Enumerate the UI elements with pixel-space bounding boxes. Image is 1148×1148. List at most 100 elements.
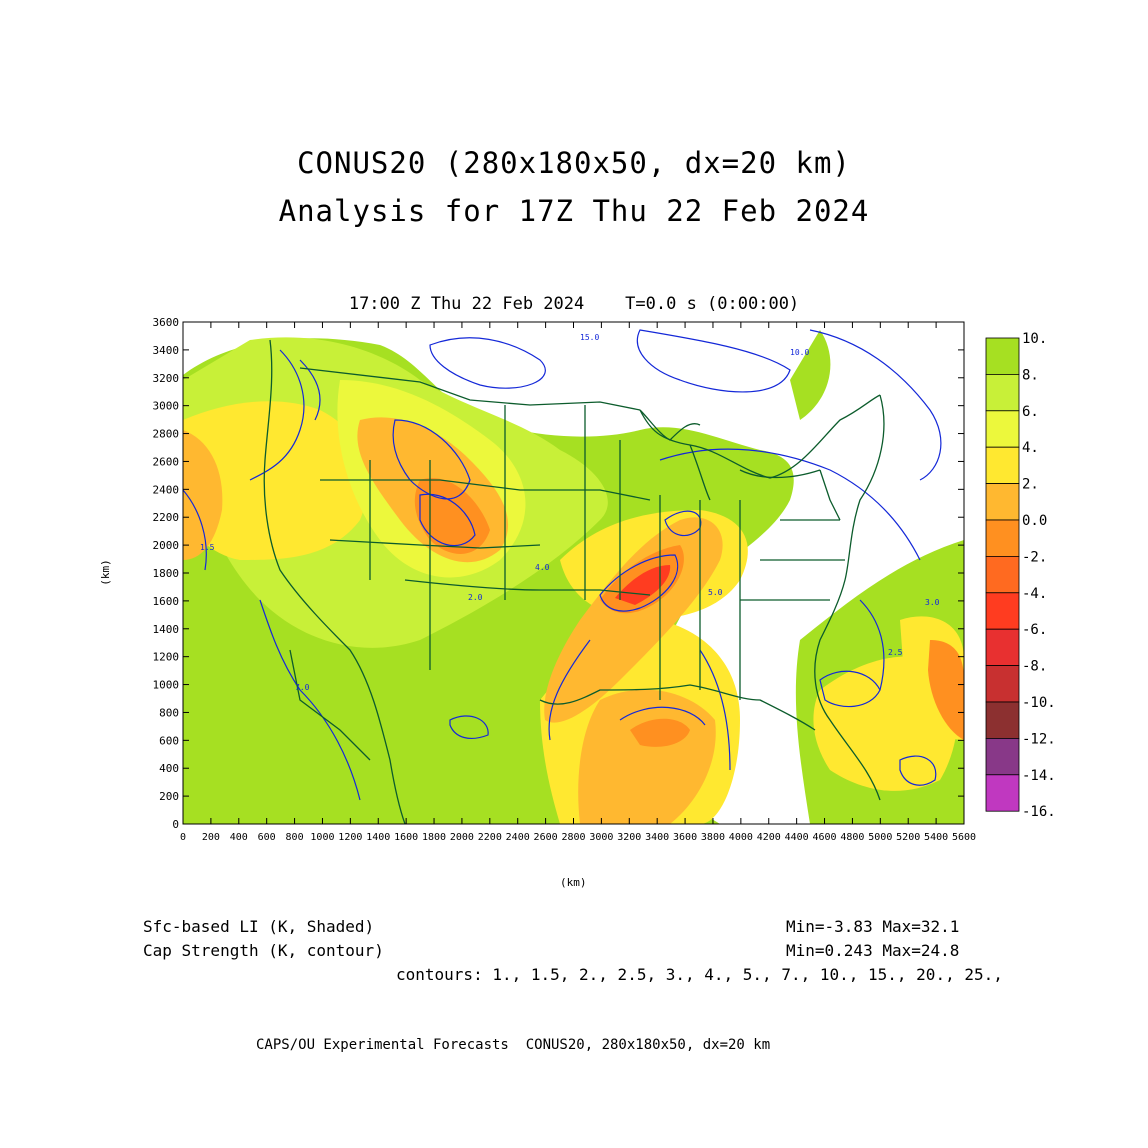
colorbar-swatch [985,337,1020,375]
x-tick-label: 2400 [506,832,530,843]
valid-time: 17:00 Z Thu 22 Feb 2024 T=0.0 s (0:00:00… [348,294,800,314]
contour-label: 5.0 [708,588,723,597]
y-tick-label: 3200 [153,372,180,385]
y-tick-label: 2000 [153,539,180,552]
x-tick-label: 3400 [645,832,669,843]
y-tick-label: 2400 [153,483,180,496]
colorbar-label: -16. [1022,804,1056,820]
shaded-field [183,322,964,824]
contour-label: 15.0 [580,333,599,342]
geographic-boundaries [263,339,885,824]
contour-label-group: 15.0 10.0 7.0 5.0 4.0 3.0 2.5 2.0 1.5 [200,333,940,692]
x-tick-label: 2600 [534,832,558,843]
x-tick-label: 4400 [785,832,809,843]
x-tick-label: 0 [180,832,186,843]
contour-label: 2.0 [468,593,483,602]
contour-lines [183,329,942,801]
x-tick-label: 3800 [701,832,725,843]
y-tick-label: 2800 [153,428,180,441]
contour-label: 7.0 [295,683,310,692]
colorbar-swatch [985,628,1020,667]
x-axis-label: (km) [560,876,587,889]
colorbar-label: 10. [1022,331,1047,347]
y-tick-label: 1800 [153,567,180,580]
x-tick-label: 5200 [896,832,920,843]
x-tick-label: 3000 [589,832,613,843]
x-tick-label: 5600 [952,832,976,843]
colorbar-swatch [985,519,1020,557]
colorbar-label: 2. [1022,477,1039,493]
x-tick-label: 1000 [310,832,334,843]
x-tick-label: 2200 [478,832,502,843]
x-tick-label: 3600 [673,832,697,843]
y-tick-label: 1600 [153,595,180,608]
contour-label: 1.5 [200,543,215,552]
colorbar-swatch [985,410,1020,448]
contour-label: 2.5 [888,648,903,657]
x-tick-label: 1400 [366,832,390,843]
x-tick-label: 2800 [561,832,585,843]
y-tick-label: 3000 [153,400,180,413]
colorbar-label: -4. [1022,586,1047,602]
x-tick-label: 800 [286,832,304,843]
colorbar-swatch [985,774,1020,812]
y-tick-label: 600 [159,734,179,747]
y-tick-label: 3600 [153,316,180,329]
colorbar-swatch [985,665,1020,703]
colorbar-label: -2. [1022,549,1047,565]
colorbar-label: -6. [1022,622,1047,638]
x-tick-label: 2000 [450,832,474,843]
x-tick-label: 4000 [729,832,753,843]
shaded-field-stats: Min=-3.83 Max=32.1 [786,917,960,936]
colorbar-label: -8. [1022,659,1047,675]
colorbar-label: 6. [1022,404,1039,420]
x-tick-label: 5000 [868,832,892,843]
colorbar-label: 8. [1022,367,1039,383]
y-tick-label: 800 [159,706,179,719]
x-tick-label: 1200 [338,832,362,843]
contour-field-label: Cap Strength (K, contour) [143,941,384,960]
colorbar-swatch [985,373,1020,412]
y-tick-label: 2200 [153,511,180,524]
contour-field-stats: Min=0.243 Max=24.8 [786,941,960,960]
x-tick-label: 4200 [757,832,781,843]
x-axis: 0 200 400 600 800 1000 1200 1400 1600 1800 2000 220… [180,322,976,843]
x-tick-label: 4800 [840,832,864,843]
y-tick-label: 400 [159,762,179,775]
contour-label: 10.0 [790,348,809,357]
x-tick-label: 1600 [394,832,418,843]
title-line-2: Analysis for 17Z Thu 22 Feb 2024 [278,194,870,228]
y-tick-label: 1200 [153,651,180,664]
y-axis-label: (km) [98,559,112,586]
x-tick-label: 200 [202,832,220,843]
colorbar-swatch [985,446,1020,485]
colorbar-swatch [985,592,1020,630]
x-tick-label: 1800 [422,832,446,843]
y-tick-label: 3400 [153,344,180,357]
credit-line: CAPS/OU Experimental Forecasts CONUS20, … [256,1037,771,1053]
x-tick-label: 400 [230,832,248,843]
contour-label: 4.0 [535,563,550,572]
colorbar-swatch [985,483,1020,521]
colorbar-label: -10. [1022,695,1056,711]
x-tick-label: 600 [258,832,276,843]
colorbar-swatch [985,556,1020,594]
colorbar: 10. 8. 6. 4. 2. 0.0 -2. -4. -6. -8. -10. -12. -14. -1… [985,331,1056,820]
colorbar-label: 4. [1022,440,1039,456]
colorbar-label: -14. [1022,768,1056,784]
title-line-1: CONUS20 (280x180x50, dx=20 km) [297,146,851,180]
y-tick-label: 2600 [153,455,180,468]
colorbar-swatch [985,738,1020,776]
x-tick-label: 5400 [924,832,948,843]
x-tick-label: 4600 [812,832,836,843]
y-tick-label: 0 [172,818,179,831]
colorbar-swatch [985,701,1020,739]
y-tick-label: 1000 [153,679,180,692]
contour-label: 3.0 [925,598,940,607]
x-tick-label: 3200 [617,832,641,843]
colorbar-label: -12. [1022,731,1056,747]
y-axis: 0 200 400 600 800 1000 1200 1400 1600 1800 2000 220… [153,316,964,831]
y-tick-label: 1400 [153,623,180,636]
y-tick-label: 200 [159,790,179,803]
